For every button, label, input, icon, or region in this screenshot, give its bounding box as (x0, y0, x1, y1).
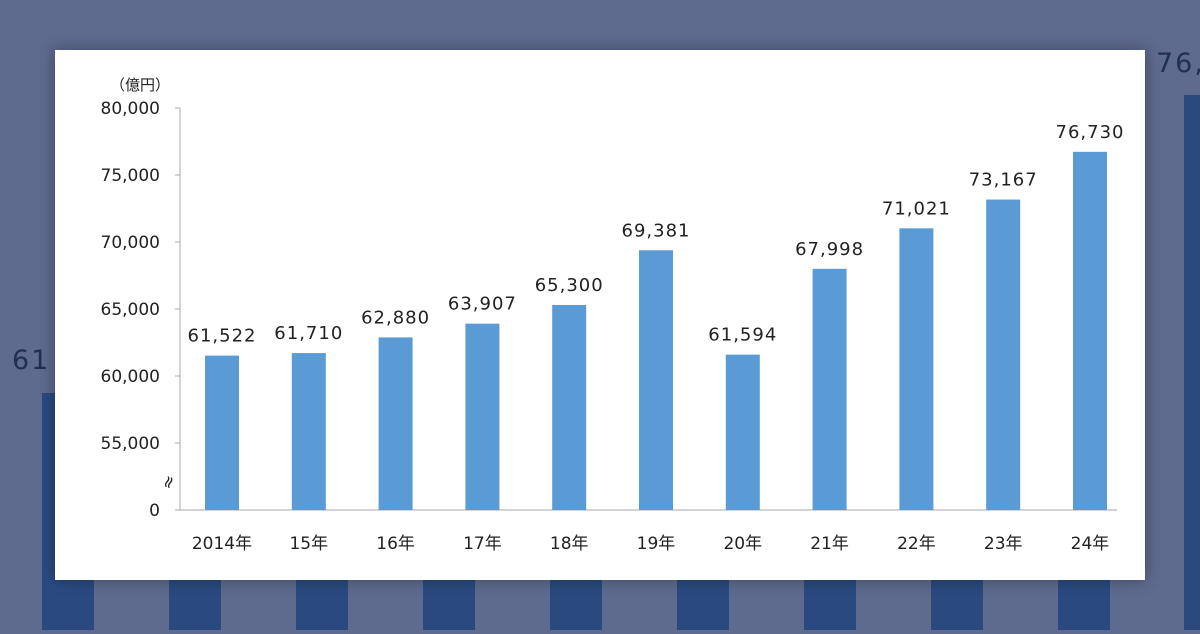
x-category-label: 24年 (1071, 534, 1110, 554)
chart-bars: 61,522 2014年 61,710 15年 62,880 16年 63,907 17年 65… (188, 122, 1125, 554)
bar (378, 337, 413, 510)
bar-value-label: 73,167 (969, 170, 1038, 191)
bar-chart: （億円） 0 55,000 60,000 65,000 70,000 75,000 80,0… (101, 76, 1125, 554)
y-tick-label: 65,000 (101, 300, 160, 320)
bar-value-label: 65,300 (535, 275, 604, 296)
background-left-value: 61 (12, 345, 51, 376)
y-tick-label: 80,000 (101, 99, 160, 119)
bar-value-label: 67,998 (795, 239, 864, 260)
x-category-label: 15年 (289, 534, 328, 554)
bar-value-label: 61,710 (274, 323, 343, 344)
x-category-label: 20年 (723, 534, 762, 554)
bar (1073, 151, 1107, 510)
x-category-label: 21年 (810, 534, 849, 554)
x-category-label: 2014年 (192, 534, 252, 554)
y-tick-label: 70,000 (101, 233, 160, 253)
bar (986, 199, 1021, 510)
axis-break-symbol: ≈ (157, 472, 181, 492)
bar (899, 228, 934, 510)
y-axis-unit-label: （億円） (110, 76, 170, 94)
bar-value-label: 69,381 (622, 220, 691, 241)
y-tick-label: 0 (149, 501, 160, 521)
bar-value-label: 71,021 (882, 198, 951, 219)
bar-value-label: 76,730 (1056, 122, 1125, 143)
bar-value-label: 61,522 (188, 326, 257, 347)
bar (205, 355, 239, 510)
background-bar (1184, 95, 1200, 630)
y-tick-label: 60,000 (101, 367, 160, 387)
bar (725, 354, 760, 510)
bar-value-label: 63,907 (448, 294, 517, 315)
bar (552, 304, 587, 510)
bar (812, 268, 847, 510)
x-category-label: 18年 (550, 534, 589, 554)
bar-value-label: 62,880 (361, 307, 430, 328)
bar (639, 250, 673, 510)
x-category-label: 23年 (984, 534, 1023, 554)
bar-value-label: 61,594 (708, 325, 777, 346)
x-category-label: 17年 (463, 534, 502, 554)
y-tick-label: 55,000 (101, 434, 160, 454)
bar (291, 353, 326, 510)
x-category-label: 22年 (897, 534, 936, 554)
chart-axes: 0 55,000 60,000 65,000 70,000 75,000 80,000 ≈ (101, 99, 1117, 521)
x-category-label: 19年 (637, 534, 676, 554)
x-category-label: 16年 (376, 534, 415, 554)
bar (465, 323, 500, 510)
chart-card: （億円） 0 55,000 60,000 65,000 70,000 75,000 80,0… (55, 50, 1145, 580)
background-right-value: 76, (1156, 48, 1200, 79)
y-tick-label: 75,000 (101, 166, 160, 186)
